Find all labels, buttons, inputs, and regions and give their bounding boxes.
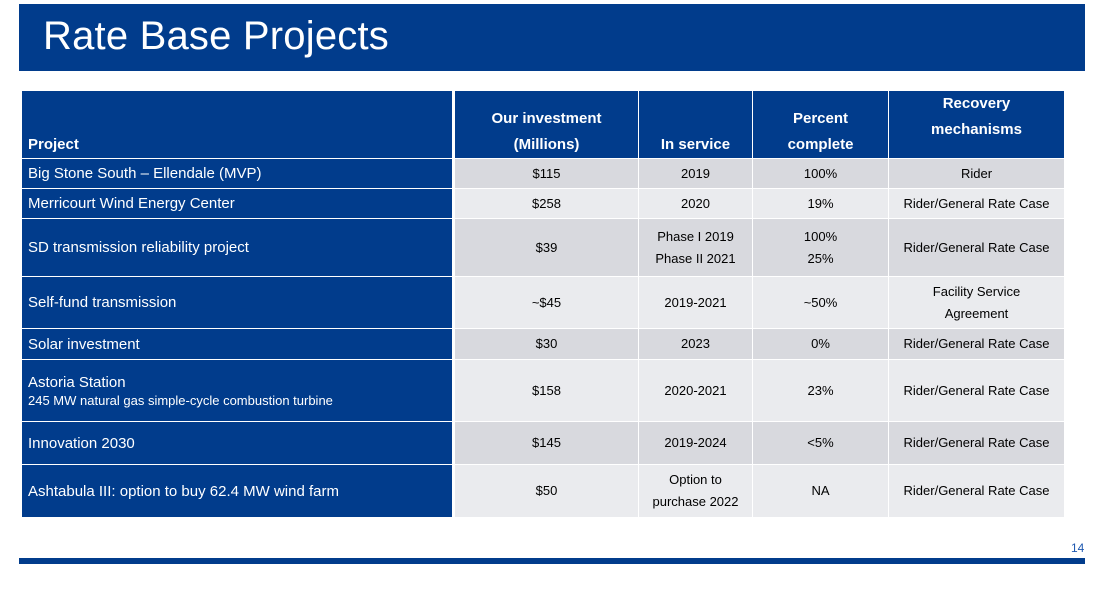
- percent-cell: 19%: [752, 188, 889, 219]
- title-bar: Rate Base Projects: [19, 4, 1085, 71]
- in-service-line: Option to: [669, 472, 722, 487]
- percent-cell: ~50%: [752, 276, 889, 329]
- in-service-line: Phase I 2019: [657, 228, 734, 244]
- header-recovery-line: mechanisms: [931, 121, 1022, 138]
- project-name: Astoria Station 245 MW natural gas simpl…: [21, 359, 455, 422]
- slide-title: Rate Base Projects: [43, 14, 389, 58]
- recovery-cell: Rider/General Rate Case: [888, 188, 1065, 219]
- project-name: Self-fund transmission: [21, 276, 455, 329]
- project-name-text: Ashtabula III: option to buy 62.4 MW win…: [28, 482, 339, 500]
- header-recovery-mechanisms: Recovery mechanisms: [888, 90, 1065, 159]
- in-service-cell: 2019-2024: [638, 421, 753, 465]
- header-investment-line: (Millions): [513, 136, 580, 153]
- table-row: Big Stone South – Ellendale (MVP) $115 2…: [21, 158, 1065, 189]
- project-name: Innovation 2030: [21, 421, 455, 465]
- project-subtitle: 245 MW natural gas simple-cycle combusti…: [28, 392, 333, 408]
- percent-cell: 23%: [752, 359, 889, 422]
- rate-base-table: Project Our investment (Millions) In ser…: [21, 90, 1065, 518]
- page-number: 14: [1071, 541, 1085, 555]
- recovery-cell: Rider/General Rate Case: [888, 421, 1065, 465]
- table-header-row: Project Our investment (Millions) In ser…: [21, 90, 1065, 159]
- in-service-line: Phase II 2021: [655, 250, 736, 266]
- header-project: Project: [21, 90, 455, 159]
- table-row: Astoria Station 245 MW natural gas simpl…: [21, 359, 1065, 422]
- project-name: Ashtabula III: option to buy 62.4 MW win…: [21, 464, 455, 518]
- investment-cell: $145: [453, 421, 639, 465]
- project-name-text: Solar investment: [28, 335, 140, 353]
- project-name-text: Big Stone South – Ellendale (MVP): [28, 165, 262, 182]
- investment-cell: $158: [453, 359, 639, 422]
- table-row: Ashtabula III: option to buy 62.4 MW win…: [21, 464, 1065, 518]
- investment-cell: $50: [453, 464, 639, 518]
- in-service-cell: 2020: [638, 188, 753, 219]
- recovery-line: Agreement: [944, 305, 1009, 321]
- in-service-cell: 2019-2021: [638, 276, 753, 329]
- percent-cell: <5%: [752, 421, 889, 465]
- table-row: Merricourt Wind Energy Center $258 2020 …: [21, 188, 1065, 219]
- in-service-cell: Option to purchase 2022: [638, 464, 753, 518]
- table-row: Self-fund transmission ~$45 2019-2021 ~5…: [21, 276, 1065, 329]
- rate-base-table-container: Project Our investment (Millions) In ser…: [21, 90, 1065, 518]
- recovery-cell: Rider: [888, 158, 1065, 189]
- header-in-service: In service: [638, 90, 753, 159]
- recovery-cell: Rider/General Rate Case: [888, 464, 1065, 518]
- recovery-cell: Rider/General Rate Case: [888, 218, 1065, 277]
- header-percent-line: complete: [787, 136, 854, 153]
- project-name-text: Innovation 2030: [28, 434, 135, 452]
- percent-cell: 0%: [752, 328, 889, 360]
- project-name: Merricourt Wind Energy Center: [21, 188, 455, 219]
- table-row: Innovation 2030 $145 2019-2024 <5% Rider…: [21, 421, 1065, 465]
- in-service-line: purchase 2022: [652, 494, 739, 509]
- recovery-cell: Facility Service Agreement: [888, 276, 1065, 329]
- in-service-cell: 2023: [638, 328, 753, 360]
- investment-cell: $258: [453, 188, 639, 219]
- in-service-cell: Phase I 2019 Phase II 2021: [638, 218, 753, 277]
- footer-line: [19, 558, 1085, 564]
- project-name-text: Astoria Station: [28, 373, 126, 391]
- investment-cell: ~$45: [453, 276, 639, 329]
- percent-cell: 100% 25%: [752, 218, 889, 277]
- recovery-line: Facility Service: [932, 283, 1021, 299]
- recovery-cell: Rider/General Rate Case: [888, 359, 1065, 422]
- header-percent-line: Percent: [792, 110, 849, 127]
- percent-cell: NA: [752, 464, 889, 518]
- percent-line: 100%: [803, 228, 838, 244]
- header-investment: Our investment (Millions): [453, 90, 639, 159]
- investment-cell: $115: [453, 158, 639, 189]
- percent-line: 25%: [807, 250, 834, 266]
- recovery-cell: Rider/General Rate Case: [888, 328, 1065, 360]
- percent-cell: 100%: [752, 158, 889, 189]
- table-row: SD transmission reliability project $39 …: [21, 218, 1065, 277]
- investment-cell: $30: [453, 328, 639, 360]
- project-name: SD transmission reliability project: [21, 218, 455, 277]
- project-name: Big Stone South – Ellendale (MVP): [21, 158, 455, 189]
- in-service-cell: 2019: [638, 158, 753, 189]
- investment-cell: $39: [453, 218, 639, 277]
- header-investment-line: Our investment: [491, 110, 602, 127]
- header-percent-complete: Percent complete: [752, 90, 889, 159]
- project-name-text: Self-fund transmission: [28, 294, 177, 311]
- table-row: Solar investment $30 2023 0% Rider/Gener…: [21, 328, 1065, 360]
- in-service-cell: 2020-2021: [638, 359, 753, 422]
- project-name-text: Merricourt Wind Energy Center: [28, 195, 235, 212]
- project-name-text: SD transmission reliability project: [28, 239, 249, 256]
- project-name: Solar investment: [21, 328, 455, 360]
- header-recovery-line: Recovery: [942, 95, 1011, 112]
